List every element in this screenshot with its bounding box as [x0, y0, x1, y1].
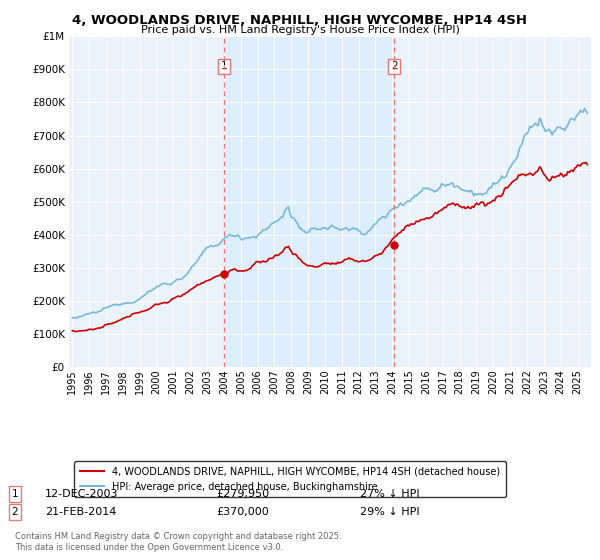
Legend: 4, WOODLANDS DRIVE, NAPHILL, HIGH WYCOMBE, HP14 4SH (detached house), HPI: Avera: 4, WOODLANDS DRIVE, NAPHILL, HIGH WYCOMB…	[74, 461, 506, 497]
Text: Price paid vs. HM Land Registry's House Price Index (HPI): Price paid vs. HM Land Registry's House …	[140, 25, 460, 35]
Text: 2: 2	[391, 61, 398, 71]
Text: £279,950: £279,950	[216, 489, 269, 499]
Text: 1: 1	[11, 489, 19, 499]
Text: 2: 2	[11, 507, 19, 517]
Text: Contains HM Land Registry data © Crown copyright and database right 2025.
This d: Contains HM Land Registry data © Crown c…	[15, 532, 341, 552]
Text: 27% ↓ HPI: 27% ↓ HPI	[360, 489, 419, 499]
Text: £370,000: £370,000	[216, 507, 269, 517]
Point	[219, 270, 229, 279]
Text: 4, WOODLANDS DRIVE, NAPHILL, HIGH WYCOMBE, HP14 4SH: 4, WOODLANDS DRIVE, NAPHILL, HIGH WYCOMB…	[73, 14, 527, 27]
Bar	[224, 36, 394, 367]
Point	[389, 240, 399, 249]
Text: 21-FEB-2014: 21-FEB-2014	[45, 507, 116, 517]
Text: 29% ↓ HPI: 29% ↓ HPI	[360, 507, 419, 517]
Text: 12-DEC-2003: 12-DEC-2003	[45, 489, 119, 499]
Text: 1: 1	[221, 61, 227, 71]
